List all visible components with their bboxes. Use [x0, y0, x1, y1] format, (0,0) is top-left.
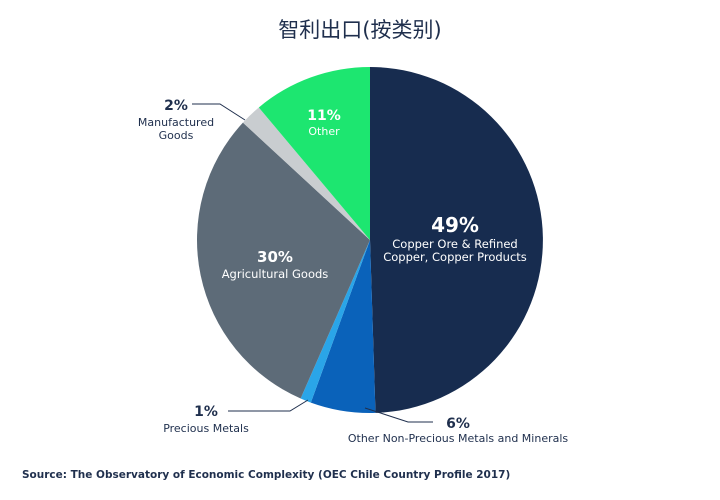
- slice-category-label: Agricultural Goods: [222, 267, 329, 281]
- slice-percent-label: 49%: [431, 213, 479, 237]
- slice-category-label: Copper, Copper Products: [383, 250, 527, 264]
- slice-category-label: Other Non-Precious Metals and Minerals: [348, 432, 569, 445]
- slice-category-label: Other: [308, 125, 340, 138]
- slice-category-label: Precious Metals: [163, 422, 249, 435]
- slice-category-label: Goods: [159, 129, 194, 142]
- pie-slice-copper-ore-refined-copper-copper-products: [370, 67, 543, 413]
- slice-category-label: Manufactured: [138, 116, 214, 129]
- slice-percent-label: 30%: [257, 248, 293, 266]
- leader-line-manufactured-goods: [192, 103, 246, 121]
- pie-slice-precious-metals: [300, 240, 370, 403]
- slice-category-label: Copper Ore & Refined: [392, 237, 517, 251]
- pie-slice-agricultural-goods: [197, 122, 370, 399]
- leader-lines: [192, 103, 433, 423]
- leader-line-other-non-precious-metals-and-minerals: [364, 407, 433, 423]
- chart-title: 智利出口(按类别): [278, 18, 442, 42]
- pie-slice-other-non-precious-metals-and-minerals: [310, 240, 376, 413]
- pie-slice-other: [258, 66, 370, 240]
- leader-line-precious-metals: [228, 399, 309, 412]
- slice-percent-label: 11%: [307, 108, 341, 124]
- source-note: Source: The Observatory of Economic Comp…: [22, 469, 511, 481]
- slice-percent-label: 2%: [164, 98, 188, 114]
- pie-slices: [197, 66, 543, 413]
- slice-percent-label: 1%: [194, 404, 218, 420]
- slice-percent-label: 6%: [446, 416, 470, 432]
- pie-slice-manufactured-goods: [242, 107, 370, 240]
